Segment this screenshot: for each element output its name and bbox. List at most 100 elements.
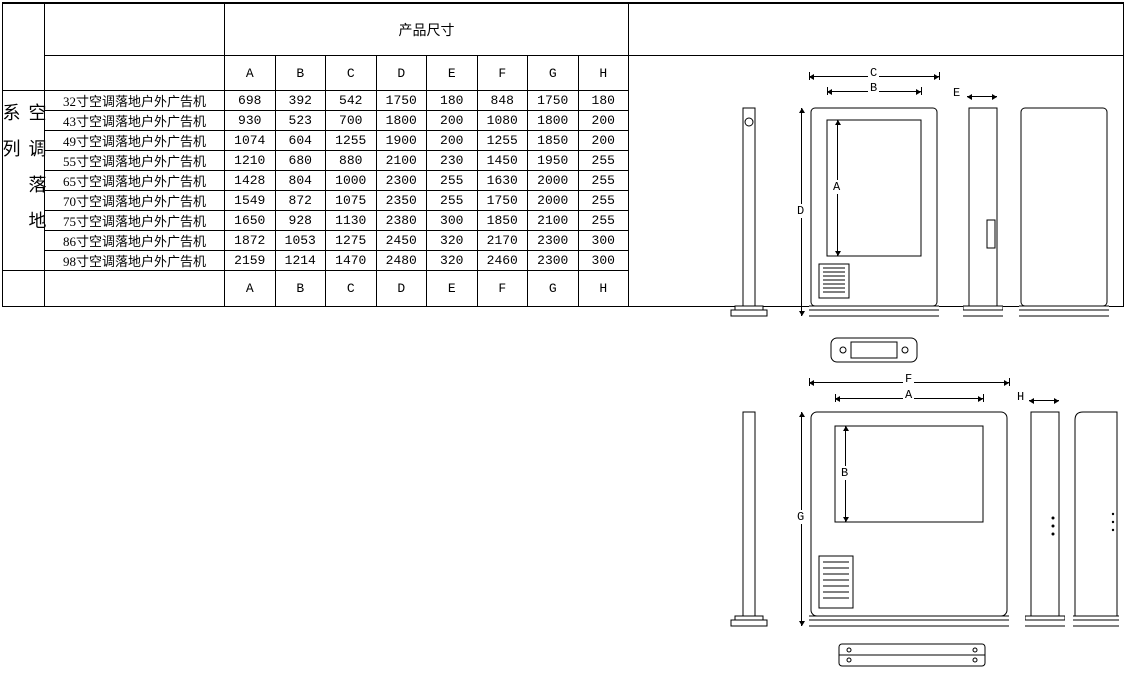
product-name: 32寸空调落地户外广告机	[45, 91, 225, 110]
landscape-back-view	[1073, 406, 1119, 636]
dim-label-h: H	[1015, 390, 1026, 404]
landscape-front-view	[809, 406, 1009, 636]
value-cell: 2380	[377, 211, 428, 230]
table-row: 65寸空调落地户外广告机1428804100023002551630200025…	[45, 171, 628, 191]
col-footer: F	[478, 271, 529, 306]
value-cell: 2350	[377, 191, 428, 210]
value-cell: 1075	[326, 191, 377, 210]
value-cell: 1080	[478, 111, 529, 130]
product-name: 98寸空调落地户外广告机	[45, 251, 225, 270]
value-cell: 320	[427, 231, 478, 250]
value-cell: 1275	[326, 231, 377, 250]
col-header: G	[528, 56, 579, 90]
value-cell: 392	[276, 91, 327, 110]
value-cell: 300	[427, 211, 478, 230]
table-row: 55寸空调落地户外广告机1210680880210023014501950255	[45, 151, 628, 171]
value-cell: 1850	[478, 211, 529, 230]
table-row: 49寸空调落地户外广告机1074604125519002001255185020…	[45, 131, 628, 151]
blank-cell	[3, 270, 44, 306]
blank-cell	[45, 4, 225, 55]
value-cell: 604	[276, 131, 327, 150]
portrait-back-view	[1019, 100, 1109, 326]
blank-cell	[629, 4, 1123, 56]
dim-label-e: E	[951, 86, 962, 100]
value-cell: 200	[579, 131, 629, 150]
portrait-side-view	[729, 100, 769, 326]
value-cell: 180	[579, 91, 629, 110]
col-footer: D	[377, 271, 428, 306]
table-row: 70寸空调落地户外广告机1549872107523502551750200025…	[45, 191, 628, 211]
value-cell: 255	[579, 171, 629, 190]
dim-label-a2: A	[903, 388, 914, 402]
col-header: F	[478, 56, 529, 90]
product-name: 75寸空调落地户外广告机	[45, 211, 225, 230]
value-cell: 2480	[377, 251, 428, 270]
table-row: 43寸空调落地户外广告机930523700180020010801800200	[45, 111, 628, 131]
portrait-side2-view	[963, 100, 1003, 326]
table-header-row: A B C D E F G H	[45, 56, 628, 91]
landscape-side2-view	[1025, 406, 1065, 636]
value-cell: 1650	[225, 211, 276, 230]
value-cell: 1900	[377, 131, 428, 150]
col-footer: E	[427, 271, 478, 306]
series-title-column: 空调落地系列	[3, 4, 45, 306]
value-cell: 180	[427, 91, 478, 110]
value-cell: 1074	[225, 131, 276, 150]
value-cell: 1214	[276, 251, 327, 270]
value-cell: 930	[225, 111, 276, 130]
value-cell: 2159	[225, 251, 276, 270]
col-footer: G	[528, 271, 579, 306]
table-title: 产品尺寸	[225, 4, 628, 55]
landscape-side-view	[729, 406, 769, 636]
value-cell: 1750	[528, 91, 579, 110]
value-cell: 1872	[225, 231, 276, 250]
col-header: A	[225, 56, 276, 90]
product-name: 70寸空调落地户外广告机	[45, 191, 225, 210]
col-header: D	[377, 56, 428, 90]
value-cell: 320	[427, 251, 478, 270]
table-row: 98寸空调落地户外广告机2159121414702480320246023003…	[45, 251, 628, 270]
value-cell: 230	[427, 151, 478, 170]
value-cell: 680	[276, 151, 327, 170]
value-cell: 542	[326, 91, 377, 110]
value-cell: 300	[579, 251, 629, 270]
value-cell: 523	[276, 111, 327, 130]
col-footer: A	[225, 271, 276, 306]
value-cell: 1549	[225, 191, 276, 210]
product-name: 43寸空调落地户外广告机	[45, 111, 225, 130]
diagram-panel: C B	[629, 4, 1123, 306]
value-cell: 1255	[478, 131, 529, 150]
table-body: 32寸空调落地户外广告机6983925421750180848175018043…	[45, 91, 628, 270]
table-footer-row: A B C D E F G H	[45, 270, 628, 306]
product-name: 55寸空调落地户外广告机	[45, 151, 225, 170]
value-cell: 2000	[528, 191, 579, 210]
value-cell: 2300	[377, 171, 428, 190]
value-cell: 255	[579, 191, 629, 210]
landscape-base-view	[837, 640, 987, 670]
value-cell: 1470	[326, 251, 377, 270]
series-title: 空调落地系列	[3, 91, 44, 270]
dimension-table: 产品尺寸 A B C D E F G H 32寸空调落地户外广告机6983925…	[45, 4, 629, 306]
value-cell: 1000	[326, 171, 377, 190]
value-cell: 2100	[377, 151, 428, 170]
value-cell: 880	[326, 151, 377, 170]
value-cell: 804	[276, 171, 327, 190]
value-cell: 2100	[528, 211, 579, 230]
value-cell: 1950	[528, 151, 579, 170]
table-row: 86寸空调落地户外广告机1872105312752450320217023003…	[45, 231, 628, 251]
value-cell: 2300	[528, 251, 579, 270]
value-cell: 300	[579, 231, 629, 250]
portrait-front-view	[809, 100, 939, 326]
value-cell: 2460	[478, 251, 529, 270]
dim-label-b: B	[868, 81, 879, 95]
blank-cell	[45, 271, 225, 306]
value-cell: 928	[276, 211, 327, 230]
col-header: H	[579, 56, 629, 90]
value-cell: 848	[478, 91, 529, 110]
value-cell: 1210	[225, 151, 276, 170]
product-name: 65寸空调落地户外广告机	[45, 171, 225, 190]
value-cell: 1130	[326, 211, 377, 230]
col-header: E	[427, 56, 478, 90]
blank-cell	[3, 4, 44, 91]
value-cell: 1053	[276, 231, 327, 250]
